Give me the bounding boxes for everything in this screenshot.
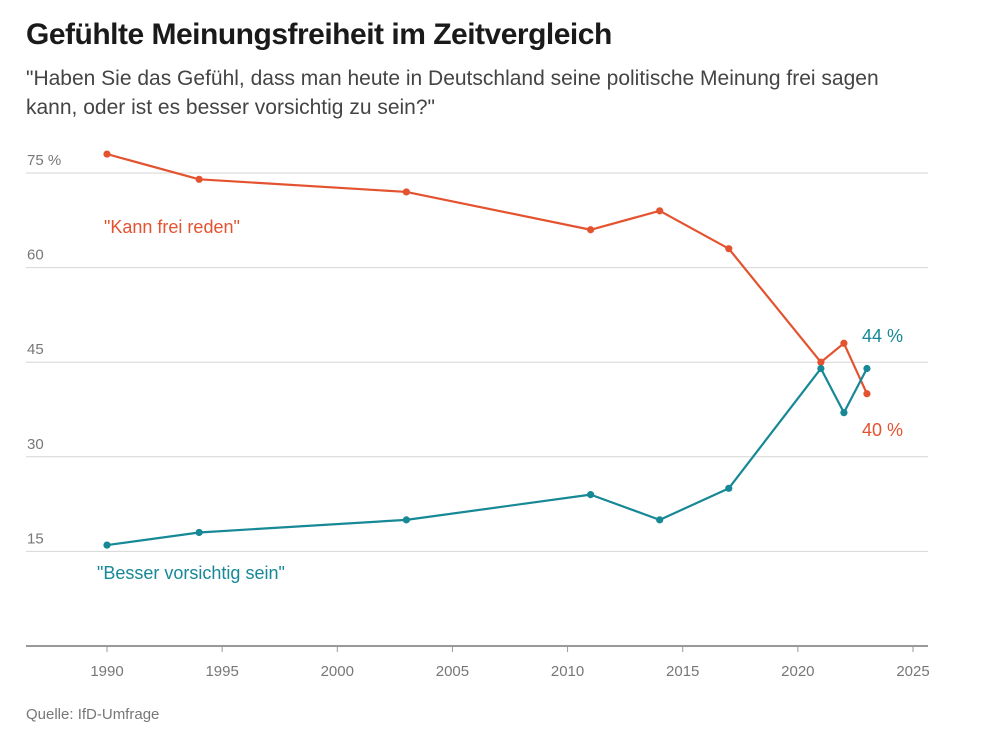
data-point (103, 150, 111, 158)
series-labels: "Kann frei reden" "Besser vorsichtig sein… (97, 217, 903, 583)
data-point (587, 226, 595, 234)
x-tick-label: 1995 (205, 663, 238, 680)
x-tick-label: 2020 (781, 663, 814, 680)
y-tick-label: 75 % (27, 152, 61, 169)
data-point (840, 409, 848, 417)
x-tick-label: 2000 (321, 663, 354, 680)
data-point (656, 516, 664, 524)
y-tick-label: 60 (27, 247, 44, 264)
y-tick-label: 30 (27, 436, 44, 453)
y-tick-label: 45 (27, 341, 44, 358)
gridlines (26, 172, 928, 552)
x-tick-label: 2005 (436, 663, 469, 680)
data-point (840, 339, 848, 347)
data-point (195, 528, 203, 537)
x-tick-label: 2015 (666, 663, 699, 680)
data-point (725, 484, 733, 492)
end-label-kann-frei-reden: 40 % (862, 420, 903, 440)
y-axis: 15 30 45 60 75 % (27, 152, 61, 547)
data-point (402, 516, 410, 524)
x-tick-label: 1990 (90, 663, 123, 680)
series-label-kann-frei-reden: "Kann frei reden" (104, 217, 240, 237)
end-label-besser-vorsichtig: 44 % (862, 326, 903, 346)
data-point (863, 364, 871, 373)
x-tick-label: 2010 (551, 663, 584, 680)
data-point (817, 364, 825, 373)
series-label-besser-vorsichtig: "Besser vorsichtig sein" (97, 563, 285, 583)
data-point (817, 358, 825, 366)
series-line (106, 153, 868, 395)
series-group (103, 150, 871, 549)
data-point (656, 207, 664, 215)
data-point (725, 245, 733, 253)
source-note: Quelle: IfD-Umfrage (26, 706, 160, 723)
x-tick-label: 2025 (896, 663, 929, 680)
data-point (195, 175, 203, 183)
chart-subtitle: "Haben Sie das Gefühl, dass man heute in… (26, 67, 879, 119)
data-point (103, 541, 111, 549)
data-point (402, 188, 410, 196)
chart-title: Gefühlte Meinungsfreiheit im Zeitverglei… (26, 18, 612, 51)
data-point (587, 491, 595, 499)
data-point (863, 390, 871, 398)
x-axis: 1990 1995 2000 2005 2010 2015 2020 2025 (26, 645, 930, 680)
y-tick-label: 15 (27, 530, 44, 547)
